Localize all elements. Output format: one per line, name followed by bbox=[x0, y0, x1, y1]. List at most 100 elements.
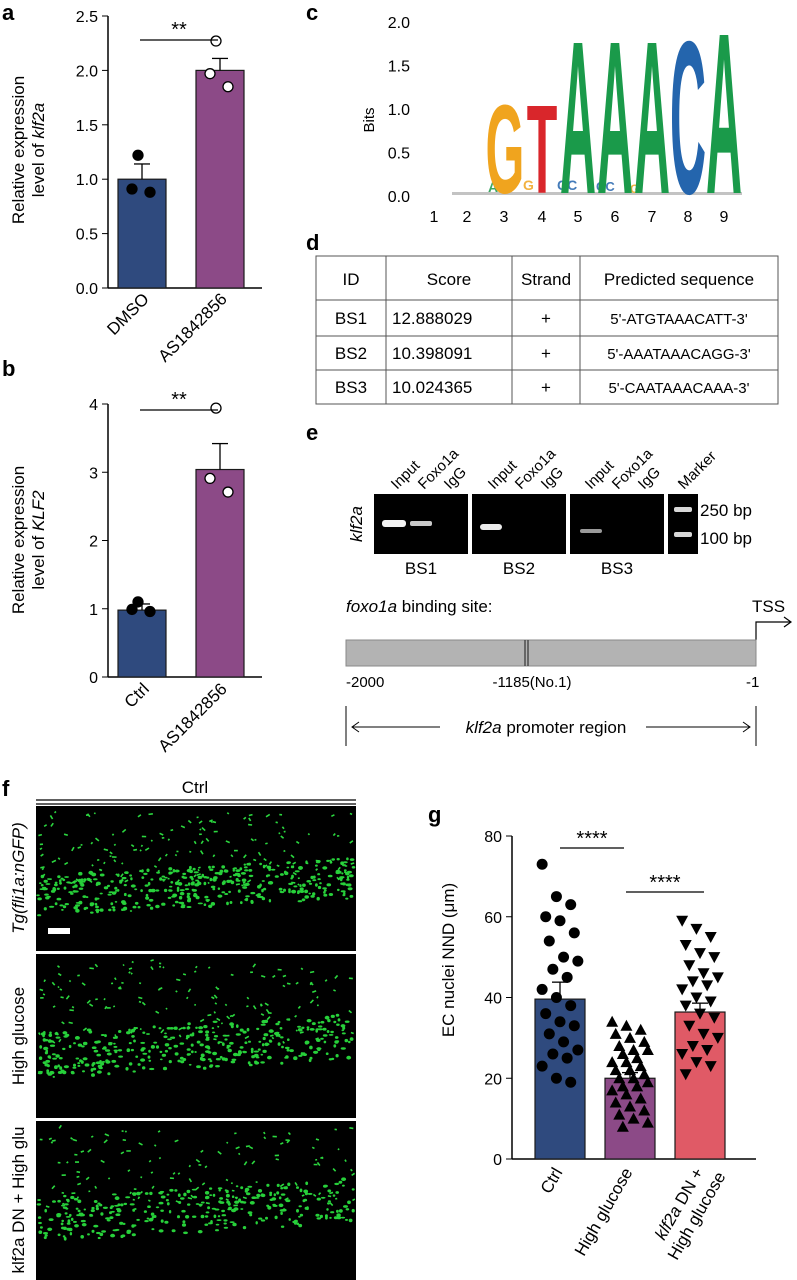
nucleus bbox=[316, 1217, 322, 1220]
nucleus bbox=[260, 1061, 265, 1064]
panel-c-ylabel: Bits bbox=[361, 107, 378, 132]
nucleus bbox=[223, 1226, 229, 1229]
data-point bbox=[554, 1016, 566, 1028]
nucleus bbox=[316, 996, 319, 999]
nucleus bbox=[315, 864, 318, 867]
nucleus bbox=[268, 899, 272, 903]
nucleus bbox=[57, 986, 60, 989]
nucleus bbox=[246, 1005, 249, 1008]
nucleus bbox=[140, 1176, 143, 1179]
data-point bbox=[606, 1015, 619, 1027]
nucleus bbox=[181, 1209, 186, 1213]
nucleus bbox=[57, 1233, 61, 1237]
nucleus bbox=[323, 1184, 328, 1188]
panel-c-ytick: 0.5 bbox=[388, 146, 410, 163]
micrograph-klf2a-dn bbox=[36, 1121, 356, 1280]
nucleus bbox=[282, 1040, 285, 1044]
nucleus bbox=[128, 1028, 131, 1032]
nucleus bbox=[347, 1200, 351, 1205]
nucleus bbox=[139, 869, 144, 873]
panel-a-bars bbox=[117, 35, 245, 289]
nucleus bbox=[54, 902, 58, 906]
nucleus bbox=[215, 1229, 219, 1232]
nucleus bbox=[210, 820, 214, 824]
nucleus bbox=[291, 881, 296, 884]
nucleus bbox=[187, 988, 192, 993]
lane-label: Input bbox=[388, 457, 424, 493]
nucleus bbox=[305, 1181, 309, 1186]
nucleus bbox=[148, 1059, 152, 1062]
nucleus bbox=[40, 866, 45, 869]
panel-c-position-label: 7 bbox=[648, 209, 657, 226]
nucleus bbox=[209, 1064, 214, 1067]
nucleus bbox=[119, 1221, 124, 1225]
data-point bbox=[679, 1069, 692, 1081]
nucleus bbox=[211, 996, 215, 1000]
nucleus bbox=[63, 1194, 67, 1198]
data-point bbox=[204, 472, 216, 485]
nucleus bbox=[241, 878, 247, 882]
panel-b-yticks: 0 1 2 3 4 bbox=[89, 397, 108, 687]
nucleus bbox=[56, 897, 62, 901]
nucleus bbox=[158, 1191, 161, 1195]
nucleus bbox=[225, 840, 231, 844]
nucleus bbox=[244, 898, 248, 901]
nucleus bbox=[48, 1137, 52, 1141]
logo-letter: G bbox=[486, 80, 525, 221]
nucleus bbox=[69, 1213, 72, 1217]
nucleus bbox=[128, 967, 133, 970]
panel-b-ytick: 2 bbox=[89, 534, 98, 551]
nucleus bbox=[313, 1050, 319, 1054]
nucleus bbox=[47, 1039, 52, 1043]
nucleus bbox=[320, 1020, 325, 1024]
nucleus bbox=[140, 1048, 145, 1052]
nucleus bbox=[100, 1034, 105, 1036]
nucleus bbox=[297, 883, 300, 886]
nucleus bbox=[229, 1221, 235, 1223]
nucleus bbox=[57, 1064, 60, 1068]
nucleus bbox=[278, 1033, 281, 1038]
nucleus bbox=[272, 1204, 278, 1207]
data-point bbox=[624, 1100, 636, 1112]
nucleus bbox=[45, 1205, 50, 1208]
data-point bbox=[704, 1061, 717, 1073]
nucleus bbox=[205, 1050, 211, 1053]
nucleus bbox=[66, 1222, 71, 1225]
gel-bs3 bbox=[570, 494, 664, 554]
nucleus bbox=[112, 856, 117, 858]
logo-letter: A bbox=[597, 0, 633, 240]
nucleus bbox=[299, 887, 304, 891]
nucleus bbox=[198, 1030, 203, 1034]
panel-g-sig-label: **** bbox=[649, 872, 680, 894]
nucleus bbox=[213, 1011, 216, 1014]
nucleus bbox=[75, 1057, 80, 1060]
nucleus bbox=[278, 887, 283, 891]
nucleus bbox=[203, 876, 208, 879]
nucleus bbox=[175, 1200, 180, 1203]
nucleus bbox=[332, 1168, 337, 1172]
nucleus bbox=[260, 1219, 266, 1222]
nucleus bbox=[140, 1058, 146, 1062]
nucleus bbox=[205, 1202, 210, 1205]
nucleus bbox=[206, 1036, 210, 1039]
nucleus bbox=[218, 1188, 221, 1192]
nucleus bbox=[130, 877, 133, 881]
nucleus bbox=[299, 1213, 304, 1217]
nucleus bbox=[61, 908, 64, 911]
nucleus bbox=[276, 864, 280, 867]
nucleus bbox=[308, 882, 313, 885]
nucleus bbox=[328, 1034, 334, 1036]
nucleus bbox=[99, 892, 103, 895]
nucleus bbox=[55, 1031, 59, 1036]
nucleus bbox=[38, 1032, 41, 1036]
nucleus bbox=[169, 1188, 174, 1192]
nucleus bbox=[39, 1138, 43, 1141]
nucleus bbox=[195, 879, 199, 882]
nucleus bbox=[282, 974, 287, 978]
nucleus bbox=[144, 1192, 149, 1195]
nucleus bbox=[138, 982, 142, 985]
nucleus bbox=[297, 1028, 302, 1032]
nucleus bbox=[142, 1066, 146, 1070]
nucleus bbox=[229, 1041, 234, 1045]
nucleus bbox=[242, 1226, 247, 1230]
